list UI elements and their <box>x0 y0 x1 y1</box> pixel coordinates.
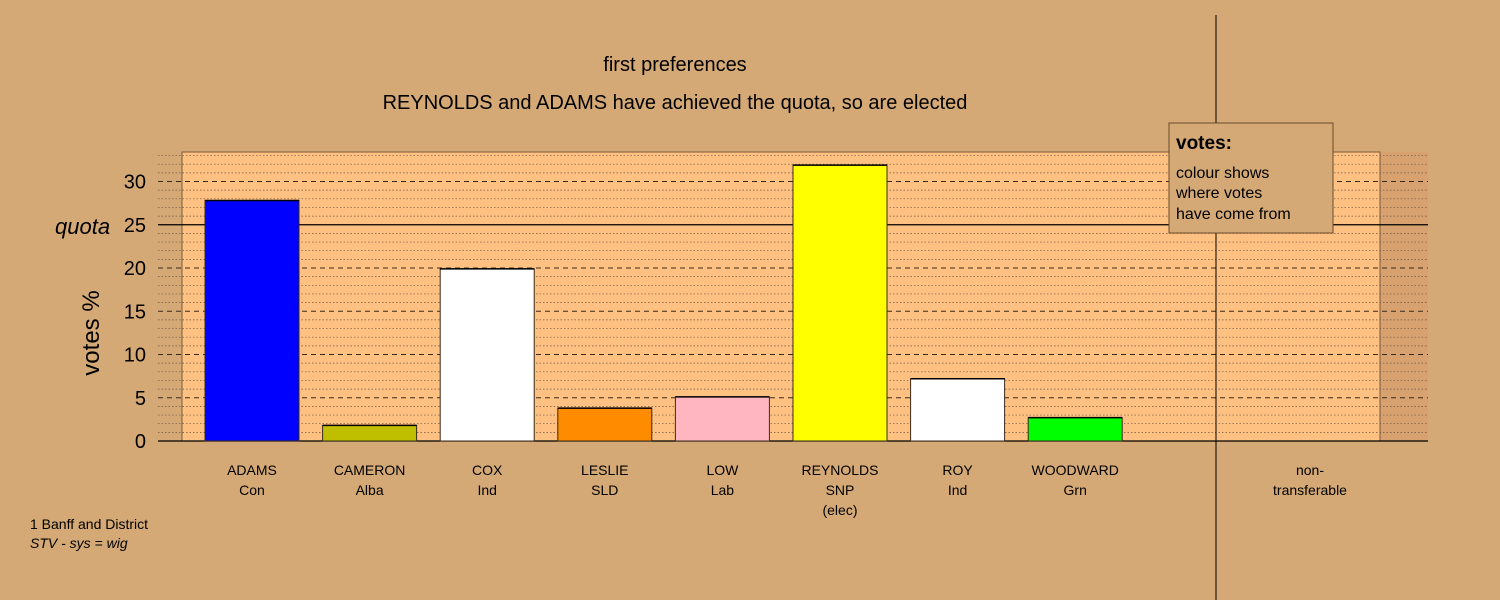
nontransferable-label: non- <box>1296 462 1324 478</box>
chart-subtitle: REYNOLDS and ADAMS have achieved the quo… <box>383 92 968 114</box>
x-axis-labels: ADAMS Con CAMERON Alba COX Ind LESLIE SLD LOW Lab… <box>227 462 1119 518</box>
x-label-party: SLD <box>591 482 618 498</box>
bar-reynolds <box>792 164 888 442</box>
x-label-candidate: REYNOLDS <box>801 462 878 478</box>
bar-roy <box>910 378 1006 442</box>
y-tick-label: 10 <box>124 345 146 367</box>
y-axis-label: votes % <box>78 290 105 375</box>
legend-box <box>1168 122 1334 234</box>
x-label-party: Grn <box>1064 482 1087 498</box>
x-label-party: Ind <box>477 482 496 498</box>
legend-line: have come from <box>1176 206 1291 223</box>
legend-line: where votes <box>1175 185 1262 202</box>
x-label-candidate: LESLIE <box>581 462 628 478</box>
footer-district: 1 Banff and District <box>30 516 148 532</box>
x-label-candidate: ADAMS <box>227 462 277 478</box>
footer-system: STV - sys = wig <box>30 535 128 551</box>
plot-tail-band <box>1380 152 1428 441</box>
y-tick-label: 5 <box>135 388 146 410</box>
y-tick-label: 0 <box>135 431 146 453</box>
x-label-candidate: LOW <box>706 462 739 478</box>
y-tick-label: 25 <box>124 215 146 237</box>
x-label-note: (elec) <box>822 502 857 518</box>
x-label-party: Lab <box>711 482 735 498</box>
bars <box>204 164 1123 442</box>
legend-line: colour shows <box>1176 165 1269 182</box>
bar-low <box>674 396 770 442</box>
y-axis: 0 5 10 15 20 25 30 <box>124 172 146 454</box>
legend-title: votes: <box>1176 133 1232 154</box>
bar-leslie <box>557 407 653 442</box>
bar-adams <box>204 200 300 442</box>
bar-woodward <box>1027 417 1123 442</box>
x-label-candidate: WOODWARD <box>1032 462 1119 478</box>
x-label-party: Ind <box>948 482 967 498</box>
quota-label: quota <box>55 214 110 239</box>
bar-cox <box>439 268 535 442</box>
bar-cameron <box>322 424 418 442</box>
x-label-candidate: CAMERON <box>334 462 406 478</box>
x-label-candidate: ROY <box>942 462 973 478</box>
x-label-candidate: COX <box>472 462 503 478</box>
legend: votes: colour shows where votes have com… <box>1168 122 1334 234</box>
chart-title: first preferences <box>603 54 746 76</box>
y-tick-label: 15 <box>124 301 146 323</box>
y-tick-label: 30 <box>124 172 146 194</box>
y-tick-label: 20 <box>124 258 146 280</box>
x-label-party: SNP <box>826 482 855 498</box>
nontransferable-label: transferable <box>1273 482 1347 498</box>
x-label-party: Con <box>239 482 265 498</box>
x-label-party: Alba <box>356 482 384 498</box>
